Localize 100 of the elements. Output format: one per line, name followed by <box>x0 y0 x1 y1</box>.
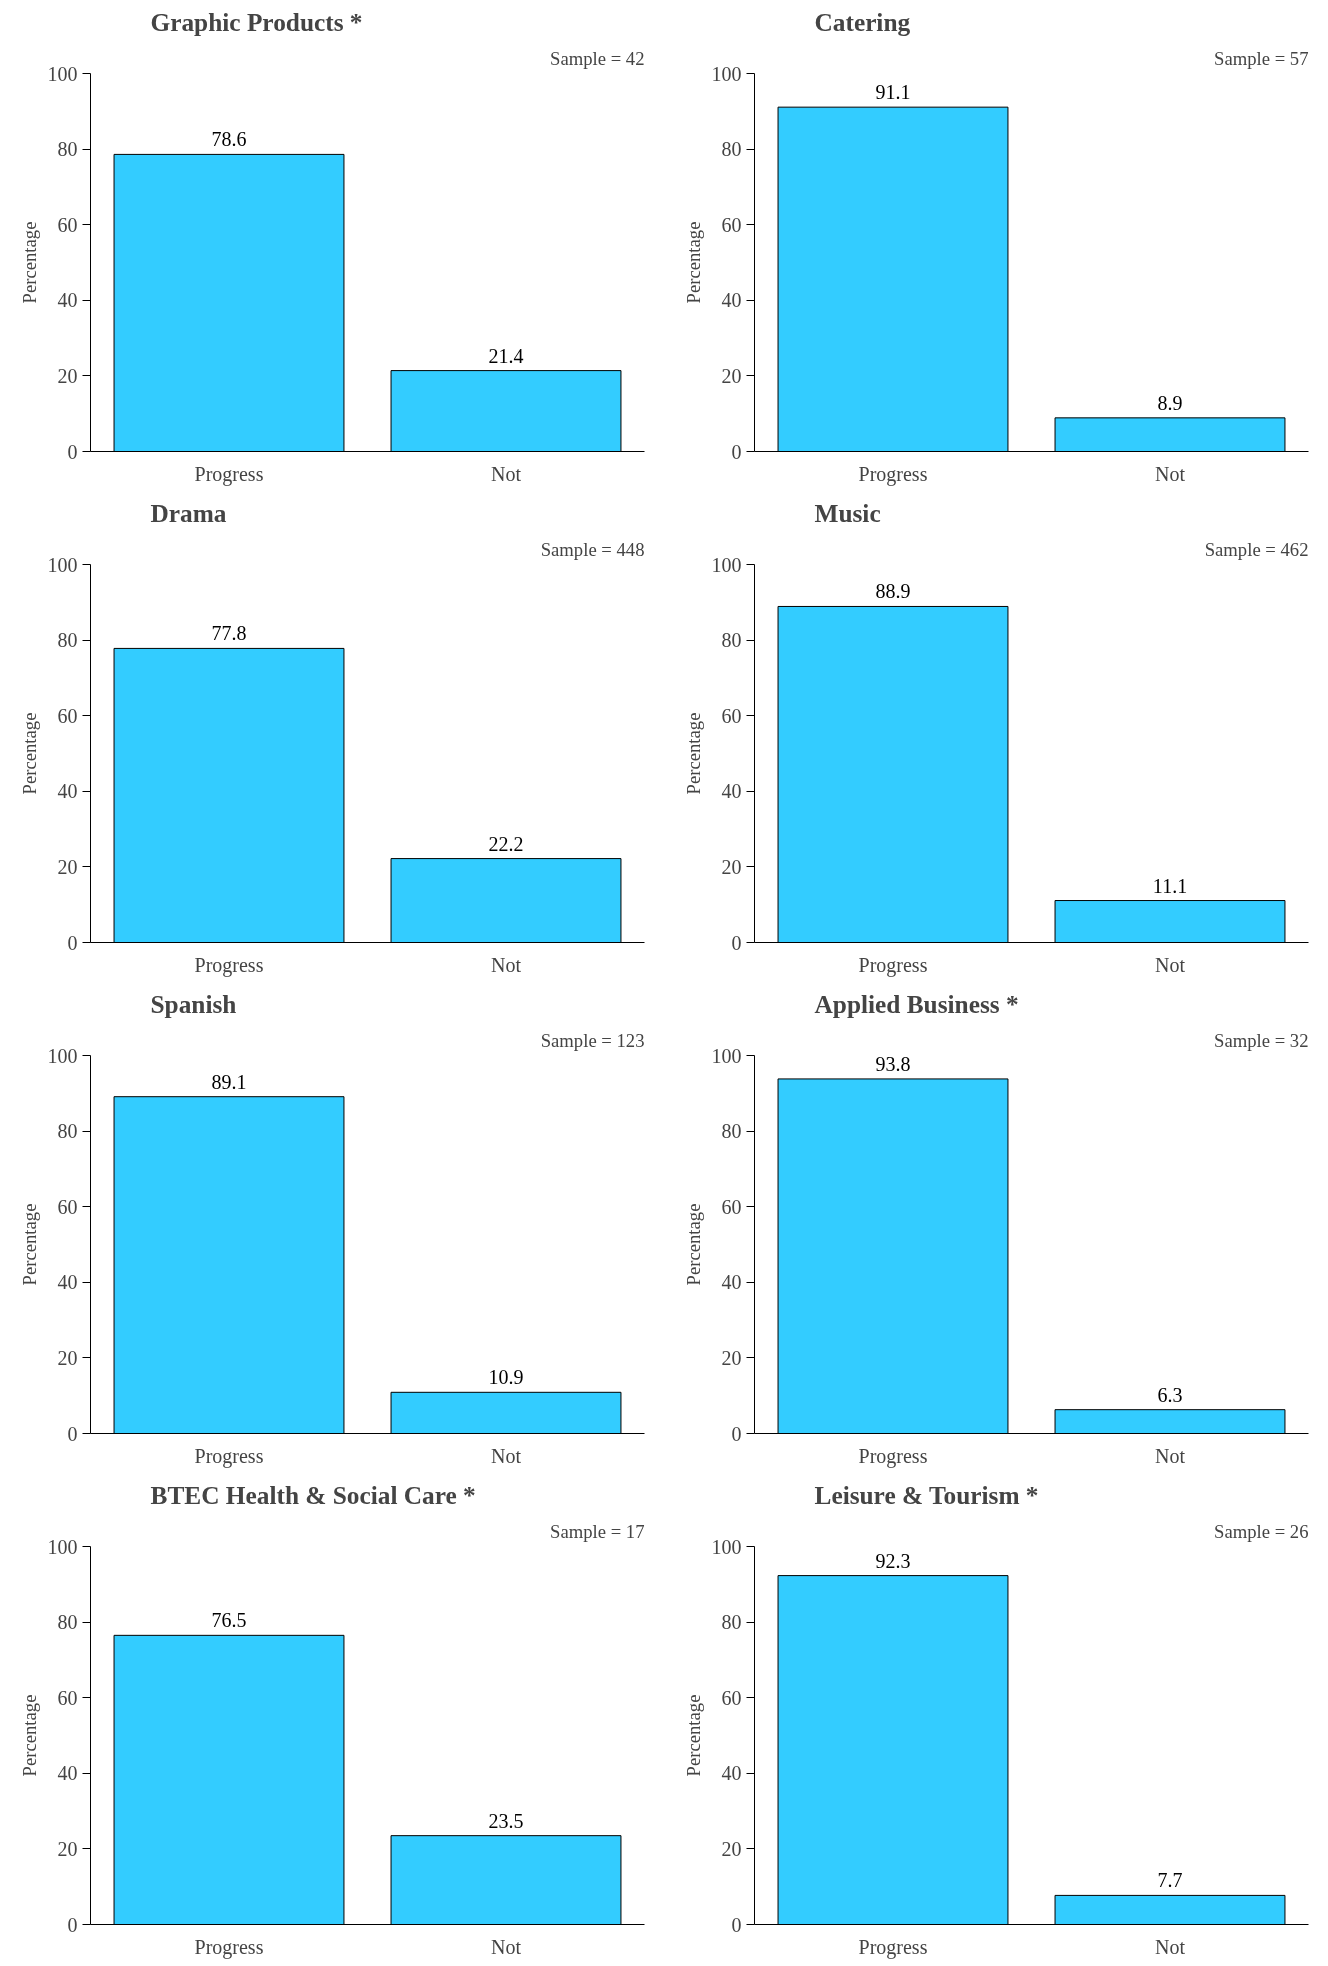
data-label: 88.9 <box>875 580 911 603</box>
y-tick-label: 100 <box>47 553 78 576</box>
text: Sample = 462 <box>1204 538 1309 560</box>
y-tick-label: 20 <box>721 1346 742 1369</box>
y-axis-title: Percentage <box>18 1203 40 1286</box>
y-axis-title: Percentage <box>682 1203 704 1286</box>
data-label: 11.1 <box>1152 874 1188 897</box>
data-label: 8.9 <box>1157 391 1183 414</box>
x-tick-label: Not <box>1155 953 1186 976</box>
data-label: 93.8 <box>875 1052 911 1075</box>
text: Sample = 32 <box>1214 1029 1309 1051</box>
y-tick-label: 40 <box>57 289 78 312</box>
y-tick-label: 60 <box>721 704 742 727</box>
y-tick-label: 100 <box>711 62 742 85</box>
y-tick-label: 0 <box>731 931 742 954</box>
y-tick-label: 100 <box>47 1535 78 1558</box>
y-tick-label: 100 <box>711 1535 742 1558</box>
y-tick-label: 60 <box>721 1686 742 1709</box>
y-tick-label: 40 <box>57 780 78 803</box>
y-axis-title: Percentage <box>682 1694 704 1777</box>
text: Sample = 123 <box>540 1029 645 1051</box>
y-tick-label: 100 <box>711 1044 742 1067</box>
y-tick-label: 40 <box>721 780 742 803</box>
y-tick-label: 0 <box>67 1422 78 1445</box>
text: Sample = 448 <box>540 538 645 560</box>
y-tick-label: 80 <box>721 1611 742 1634</box>
x-tick-label: Progress <box>194 1444 264 1468</box>
y-tick-label: 20 <box>57 364 78 387</box>
chart-title: Music <box>814 498 881 527</box>
y-tick-label: 100 <box>711 553 742 576</box>
text: Sample = 57 <box>1214 47 1309 69</box>
data-label: 76.5 <box>211 1609 247 1632</box>
y-tick-label: 80 <box>721 1120 742 1143</box>
data-label: 10.9 <box>488 1366 524 1389</box>
text: Sample = 17 <box>550 1520 645 1542</box>
y-tick-label: 40 <box>57 1762 78 1785</box>
y-tick-label: 100 <box>47 1044 78 1067</box>
chart-title: Applied Business * <box>814 989 1019 1018</box>
y-axis-title: Percentage <box>18 712 40 795</box>
x-tick-label: Not <box>1155 462 1186 485</box>
y-tick-label: 80 <box>721 629 742 652</box>
data-label: 7.7 <box>1157 1869 1183 1892</box>
y-tick-label: 60 <box>57 704 78 727</box>
chart-title: Catering <box>814 7 911 36</box>
y-axis-title: Percentage <box>18 221 40 304</box>
y-axis-title: Percentage <box>18 1694 40 1777</box>
y-tick-label: 80 <box>57 629 78 652</box>
y-tick-label: 0 <box>731 1913 742 1936</box>
y-tick-label: 60 <box>57 1686 78 1709</box>
data-label: 78.6 <box>211 128 247 151</box>
x-tick-label: Not <box>491 953 522 976</box>
y-tick-label: 80 <box>57 138 78 161</box>
data-label: 89.1 <box>211 1070 247 1093</box>
y-tick-label: 0 <box>731 440 742 463</box>
y-tick-label: 60 <box>721 1195 742 1218</box>
x-tick-label: Not <box>491 1444 522 1467</box>
x-tick-label: Progress <box>858 953 928 977</box>
x-tick-label: Progress <box>194 462 264 486</box>
x-tick-label: Not <box>491 1935 522 1958</box>
y-tick-label: 20 <box>721 855 742 878</box>
chart-title: BTEC Health & Social Care * <box>150 1480 476 1509</box>
x-tick-label: Not <box>491 462 522 485</box>
y-tick-label: 80 <box>57 1611 78 1634</box>
y-tick-label: 20 <box>721 364 742 387</box>
data-label: 21.4 <box>488 344 524 367</box>
y-tick-label: 80 <box>721 138 742 161</box>
y-tick-label: 0 <box>67 1913 78 1936</box>
y-tick-label: 20 <box>721 1837 742 1860</box>
data-label: 91.1 <box>875 81 911 104</box>
y-tick-label: 0 <box>67 440 78 463</box>
x-tick-label: Not <box>1155 1935 1186 1958</box>
y-tick-label: 40 <box>721 289 742 312</box>
x-tick-label: Progress <box>858 462 928 486</box>
data-label: 6.3 <box>1157 1383 1183 1406</box>
x-tick-label: Progress <box>858 1935 928 1959</box>
x-tick-label: Progress <box>858 1444 928 1468</box>
y-tick-label: 40 <box>721 1762 742 1785</box>
y-tick-label: 40 <box>57 1271 78 1294</box>
y-tick-label: 60 <box>57 1195 78 1218</box>
chart-title: Spanish <box>150 989 237 1018</box>
y-tick-label: 80 <box>57 1120 78 1143</box>
chart-title: Drama <box>150 498 227 527</box>
chart-title: Leisure & Tourism * <box>814 1480 1039 1509</box>
x-tick-label: Progress <box>194 953 264 977</box>
data-label: 77.8 <box>211 622 247 645</box>
y-tick-label: 20 <box>57 1346 78 1369</box>
y-tick-label: 20 <box>57 855 78 878</box>
y-axis-title: Percentage <box>682 221 704 304</box>
text: Sample = 42 <box>550 47 645 69</box>
x-tick-label: Not <box>1155 1444 1186 1467</box>
chart-title: Graphic Products * <box>150 7 363 36</box>
data-label: 92.3 <box>875 1549 911 1572</box>
data-label: 22.2 <box>488 832 524 855</box>
y-tick-label: 60 <box>57 213 78 236</box>
y-tick-label: 20 <box>57 1837 78 1860</box>
y-tick-label: 40 <box>721 1271 742 1294</box>
y-tick-label: 0 <box>67 931 78 954</box>
data-label: 23.5 <box>488 1809 524 1832</box>
y-tick-label: 60 <box>721 213 742 236</box>
text: Sample = 26 <box>1214 1520 1309 1542</box>
